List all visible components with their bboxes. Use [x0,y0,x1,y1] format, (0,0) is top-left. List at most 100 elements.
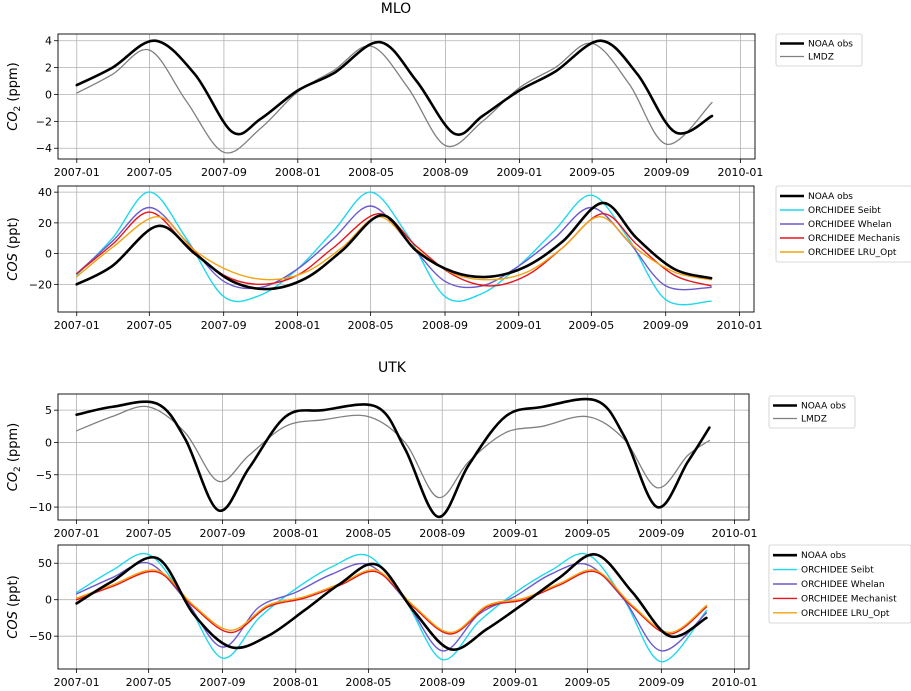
title-mlo: MLO [381,1,411,17]
title-utk: UTK [378,360,407,376]
legend-entry: NOAA obs [808,40,853,50]
y-tick-label: −50 [29,630,52,643]
series-group [75,39,714,154]
panel-utk-co2: 2007-01 2007-05 2007-09 2008-01 2008-05 2008-… [6,393,856,540]
series-group [75,552,708,663]
series-line-noaa-obs [75,397,711,519]
y-tick-label: −10 [29,501,52,514]
axes-frame [57,393,750,521]
x-tick-label: 2007-09 [201,166,247,179]
y-tick-label: 0 [45,436,52,449]
series-line-lmdz [76,42,713,154]
y-axis-label: CO2 (ppm) [6,423,23,492]
x-tick-label: 2010-01 [717,319,763,332]
series-line-lmdz [75,405,711,499]
series-line-orchidee-seibt [75,552,708,663]
y-tick-label: 50 [38,557,52,570]
x-tick-label: 2008-09 [422,319,468,332]
x-tick-label: 2009-01 [492,676,538,689]
x-tick-label: 2009-09 [644,166,690,179]
legend-box [775,185,911,263]
x-tick-label: 2009-09 [638,527,684,540]
x-tick-label: 2008-05 [348,319,394,332]
x-tick-label: 2007-09 [201,319,247,332]
x-tick-label: 2009-01 [492,527,538,540]
x-tick-label: 2008-09 [419,676,465,689]
x-tick-label: 2008-09 [419,527,465,540]
x-tick-label: 2007-05 [126,319,172,332]
x-tick-label: 2009-05 [565,527,611,540]
series-line-orchidee-seibt [76,191,712,306]
x-tick-label: 2009-01 [496,166,542,179]
y-axis-label: CO2 (ppm) [6,62,23,131]
legend-entry: ORCHIDEE Mechanist [801,594,897,604]
y-tick-label: −20 [29,278,52,291]
x-tick-label: 2010-01 [712,676,758,689]
y-tick-label: 4 [45,35,52,48]
legend-entry: LMDZ [808,53,834,63]
legend-entry: ORCHIDEE Whelan [808,220,892,230]
legend-entry: ORCHIDEE Seibt [808,206,881,216]
y-axis-label: COS (ppt) [6,217,21,280]
y-axis-label: COS (ppt) [6,575,21,638]
y-tick-label: 0 [45,248,52,261]
y-tick-label: 0 [45,594,52,607]
y-tick-label: 0 [45,88,52,101]
axes-frame [57,544,750,670]
legend: NOAA obs LMDZ [775,33,863,67]
x-tick-label: 2007-05 [126,676,172,689]
y-tick-label: −4 [36,142,52,155]
legend-entry: NOAA obs [801,551,846,561]
panel-mlo-co2: 2007-01 2007-05 2007-09 2008-01 2008-05 2008-… [6,33,863,179]
legend-box [768,395,856,429]
series-line-noaa-obs [75,201,713,291]
series-line-orchidee-lru-opt [76,215,712,281]
x-tick-label: 2008-01 [273,676,319,689]
legend-box [775,33,863,67]
legend: NOAA obs ORCHIDEE Seibt ORCHIDEE Whelan ORC… [768,544,911,624]
legend-entry: ORCHIDEE Mechanis [808,234,900,244]
x-tick-label: 2009-05 [565,676,611,689]
y-tick-label: −5 [36,469,52,482]
panel-mlo-cos: 2007-01 2007-05 2007-09 2008-01 2008-05 2008-… [6,185,911,332]
x-tick-label: 2008-01 [275,166,321,179]
legend-entry: ORCHIDEE Seibt [801,566,874,576]
y-tick-label: 40 [38,186,52,199]
legend: NOAA obs ORCHIDEE Seibt ORCHIDEE Whelan ORC… [775,185,911,263]
legend-entry: ORCHIDEE Whelan [801,580,885,590]
series-line-orchidee-mechanist [75,570,708,635]
x-tick-label: 2010-01 [717,166,763,179]
x-tick-label: 2009-09 [643,319,689,332]
series-group [75,191,713,306]
x-tick-label: 2008-05 [348,166,394,179]
legend-entry: ORCHIDEE LRU_Opt [801,609,890,619]
series-line-noaa-obs [75,39,714,136]
panel-utk-cos: 2007-01 2007-05 2007-09 2008-01 2008-05 2008-… [6,544,911,689]
legend-entry: NOAA obs [801,402,846,412]
axes-frame [57,185,755,313]
y-tick-label: 5 [45,404,52,417]
x-tick-label: 2008-09 [423,166,469,179]
legend-box [768,544,911,624]
x-tick-label: 2008-01 [273,527,319,540]
x-tick-label: 2007-05 [126,166,172,179]
legend-entry: LMDZ [801,415,827,425]
legend-entry: NOAA obs [808,192,853,202]
legend: NOAA obs LMDZ [768,395,856,429]
x-tick-label: 2009-05 [568,319,614,332]
x-tick-label: 2007-01 [54,676,100,689]
x-tick-label: 2010-01 [712,527,758,540]
panels: 2007-01 2007-05 2007-09 2008-01 2008-05 2008-… [6,33,911,689]
x-tick-label: 2009-05 [569,166,615,179]
x-tick-label: 2007-01 [54,319,100,332]
y-tick-label: 20 [38,217,52,230]
x-tick-label: 2008-01 [274,319,320,332]
legend-entry: ORCHIDEE LRU_Opt [808,248,897,258]
y-tick-label: −2 [36,115,52,128]
x-tick-label: 2007-09 [200,676,246,689]
series-line-noaa-obs [75,553,708,651]
x-tick-label: 2007-09 [200,527,246,540]
x-tick-label: 2007-01 [54,527,100,540]
x-tick-label: 2008-05 [345,527,391,540]
